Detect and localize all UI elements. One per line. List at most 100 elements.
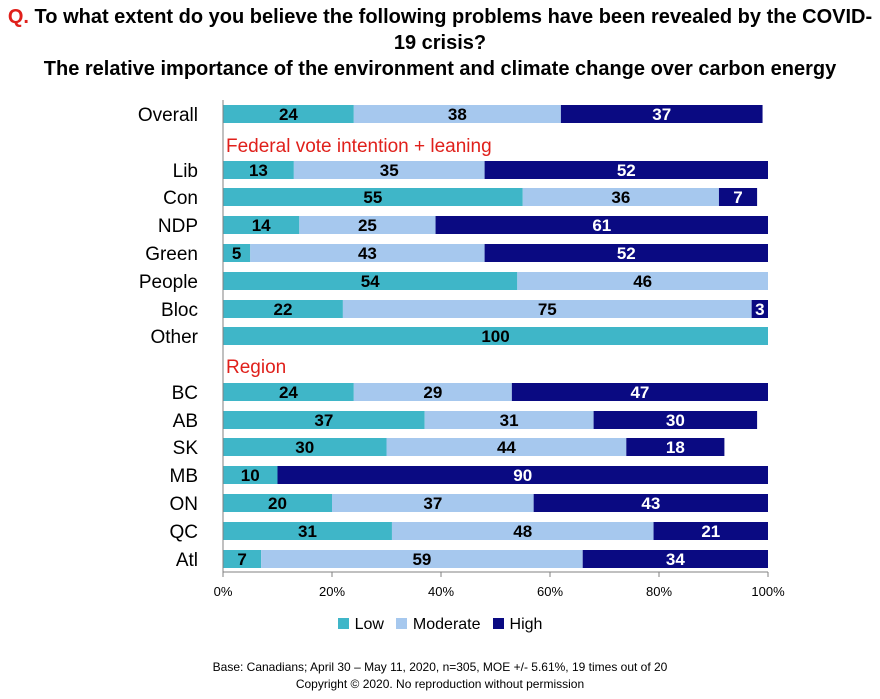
data-label: 100 <box>481 327 509 346</box>
category-label: ON <box>170 494 199 515</box>
bar-segment-moderate <box>517 272 768 290</box>
bar-segment-low <box>223 327 768 345</box>
category-label: BC <box>172 383 198 404</box>
bar-segment-high <box>718 188 758 206</box>
category-label: MB <box>170 466 199 487</box>
legend-swatch <box>395 618 407 629</box>
bar-segment-low <box>223 494 332 512</box>
chart-subtitle: The relative importance of the environme… <box>43 58 837 80</box>
data-label: 31 <box>298 522 317 541</box>
bar-segment-low <box>223 300 343 318</box>
data-label: 48 <box>513 522 532 541</box>
data-label: 24 <box>279 105 298 124</box>
bar-segment-low <box>223 216 300 234</box>
legend-label: Moderate <box>412 616 481 633</box>
data-label: 18 <box>666 438 685 457</box>
bar-segment-high <box>653 522 768 540</box>
data-label: 37 <box>423 494 442 513</box>
data-label: 37 <box>652 105 671 124</box>
data-label: 3 <box>755 300 764 319</box>
bar-segment-high <box>626 438 725 456</box>
x-tick-label: 20% <box>319 584 345 599</box>
bar-segment-low <box>223 244 251 262</box>
legend: Low Moderate High <box>0 616 880 634</box>
bar-segment-high <box>751 300 768 318</box>
data-label: 61 <box>592 216 611 235</box>
group-label: Region <box>226 357 286 378</box>
data-label: 52 <box>617 161 636 180</box>
category-label: Other <box>150 327 198 348</box>
data-label: 30 <box>295 438 314 457</box>
category-label: AB <box>173 411 198 432</box>
category-label: Green <box>145 244 198 265</box>
data-label: 54 <box>361 272 380 291</box>
data-label: 46 <box>633 272 652 291</box>
x-tick-label: 80% <box>646 584 672 599</box>
footer-copyright: Copyright © 2020. No reproduction withou… <box>295 677 585 691</box>
bar-segment-low <box>223 105 354 123</box>
data-label: 13 <box>249 161 268 180</box>
data-label: 29 <box>423 383 442 402</box>
bar-segment-low <box>223 411 425 429</box>
footer: Base: Canadians; April 30 – May 11, 2020… <box>0 659 880 693</box>
bar-segment-moderate <box>299 216 436 234</box>
data-label: 35 <box>380 161 399 180</box>
bar-segment-high <box>511 383 768 401</box>
bar-segment-moderate <box>332 494 534 512</box>
data-label: 7 <box>237 550 246 569</box>
bar-segment-moderate <box>391 522 654 540</box>
data-label: 75 <box>538 300 557 319</box>
question-text: To what extent do you believe the follow… <box>29 6 873 54</box>
bar-segment-low <box>223 161 294 179</box>
category-label: Lib <box>173 161 198 182</box>
group-label: Federal vote intention + leaning <box>226 136 492 157</box>
bar-segment-high <box>484 244 768 262</box>
x-tick-label: 0% <box>214 584 233 599</box>
data-label: 24 <box>279 383 298 402</box>
data-label: 20 <box>268 494 287 513</box>
legend-item-high: High <box>492 616 542 634</box>
bar-segment-high <box>560 105 763 123</box>
legend-item-moderate: Moderate <box>395 616 481 634</box>
category-label: Con <box>163 188 198 209</box>
bar-segment-low <box>223 188 523 206</box>
bar-segment-moderate <box>353 383 512 401</box>
data-label: 10 <box>241 466 260 485</box>
data-label: 25 <box>358 216 377 235</box>
data-label: 43 <box>641 494 660 513</box>
data-label: 21 <box>701 522 720 541</box>
bar-segment-moderate <box>522 188 719 206</box>
x-tick-label: 100% <box>751 584 785 599</box>
bar-segment-moderate <box>250 244 485 262</box>
category-label: Overall <box>138 105 198 126</box>
category-label: SK <box>173 438 199 459</box>
legend-label: Low <box>354 616 384 633</box>
footer-base: Base: Canadians; April 30 – May 11, 2020… <box>212 660 668 674</box>
bar-segment-low <box>223 522 392 540</box>
data-label: 7 <box>733 188 742 207</box>
data-label: 38 <box>448 105 467 124</box>
bar-segment-moderate <box>353 105 561 123</box>
data-label: 14 <box>252 216 271 235</box>
data-label: 31 <box>500 411 519 430</box>
data-label: 47 <box>630 383 649 402</box>
bar-segment-high <box>582 550 768 568</box>
bar-segment-high <box>277 466 768 484</box>
bar-segment-high <box>533 494 768 512</box>
bar-segment-moderate <box>293 161 485 179</box>
bar-segment-low <box>223 466 278 484</box>
legend-swatch <box>337 618 349 629</box>
bar-segment-low <box>223 272 518 290</box>
data-label: 37 <box>314 411 333 430</box>
data-label: 36 <box>611 188 630 207</box>
data-label: 34 <box>666 550 685 569</box>
data-label: 52 <box>617 244 636 263</box>
bar-segment-moderate <box>342 300 752 318</box>
data-label: 30 <box>666 411 685 430</box>
category-label: Atl <box>176 550 198 571</box>
data-label: 43 <box>358 244 377 263</box>
bar-segment-moderate <box>424 411 594 429</box>
question-marker: Q. <box>7 6 29 28</box>
bar-segment-moderate <box>386 438 627 456</box>
stacked-bar-chart: Federal vote intention + leaning Region Ov… <box>138 100 785 599</box>
